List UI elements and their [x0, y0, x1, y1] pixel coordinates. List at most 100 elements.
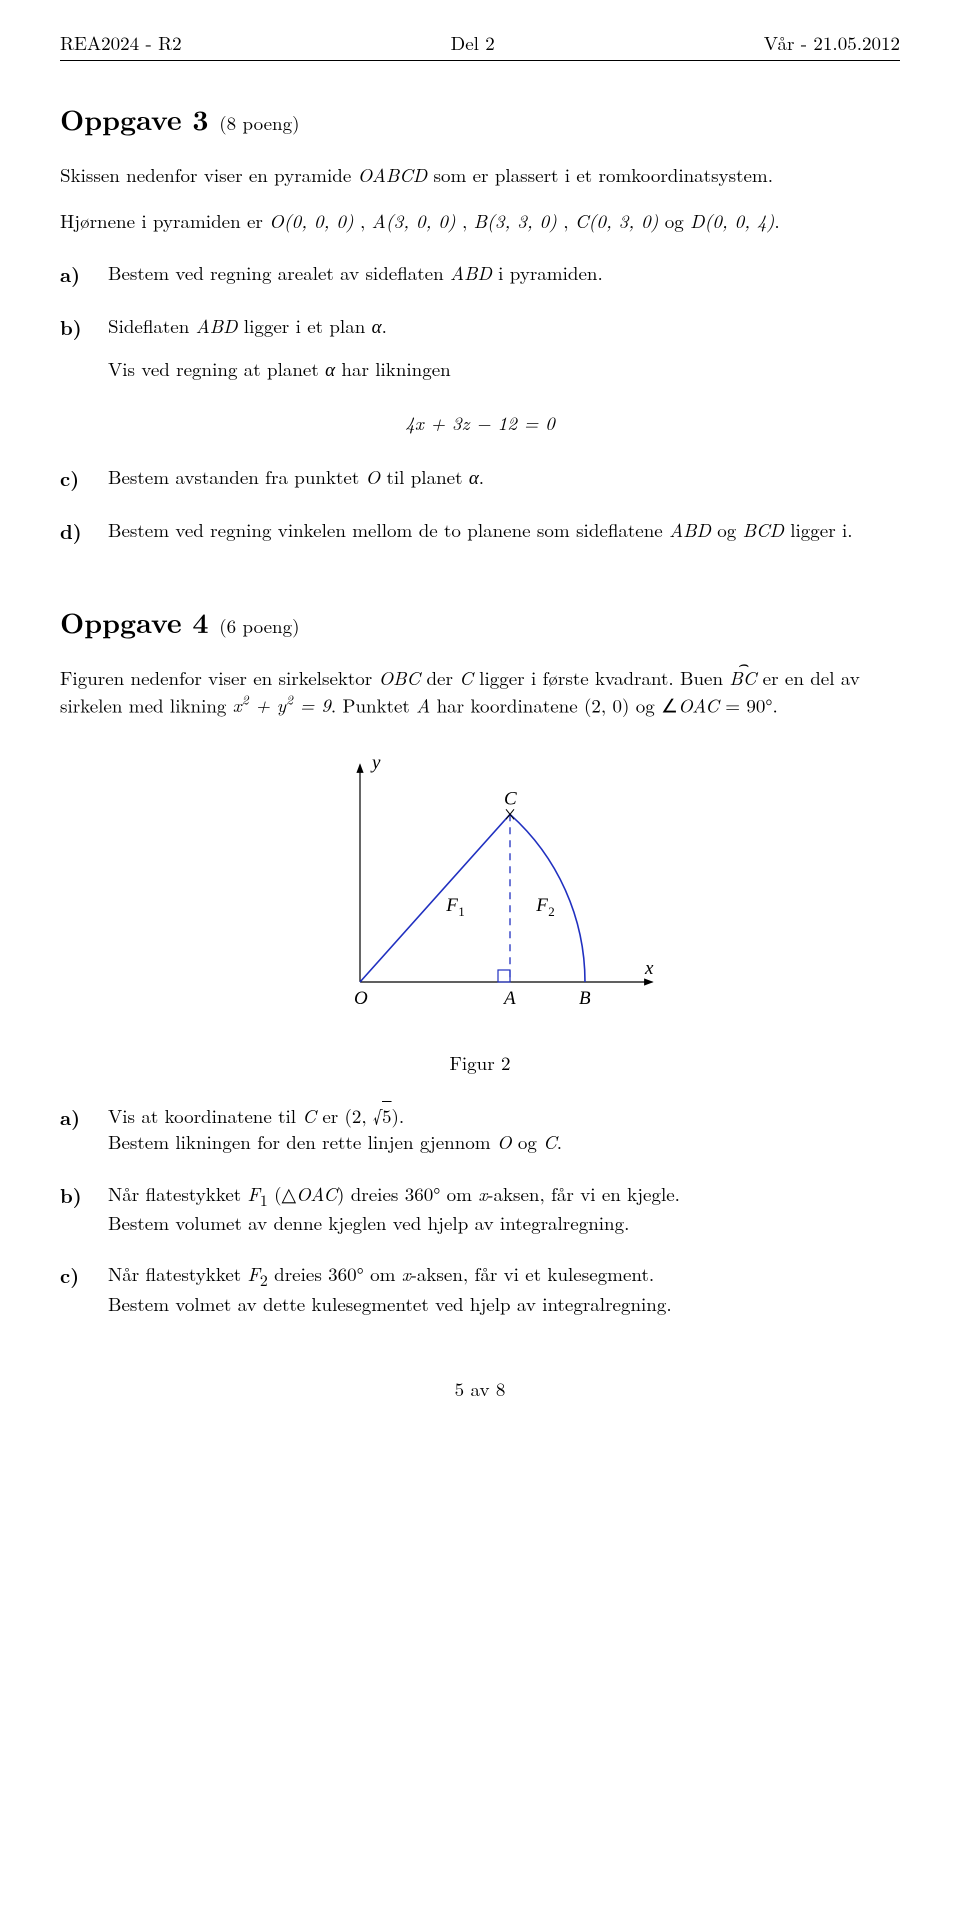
pt-A: A(3, 0, 0) — [372, 207, 456, 234]
text: -aksen, får vi en kjegle. — [487, 1180, 680, 1207]
text: er (2, — [316, 1102, 373, 1129]
figure-2: yxCOABF1F2 — [60, 742, 900, 1038]
o: O — [366, 463, 381, 490]
f2: F — [247, 1260, 259, 1287]
c: C — [543, 1128, 557, 1155]
item-body: Når flatestykket F2 dreies 360° om x-aks… — [108, 1261, 900, 1316]
c: C — [302, 1102, 316, 1129]
text: Bestem likningen for den rette linjen gj… — [108, 1128, 497, 1155]
task3-c: c) Bestem avstanden fra punktet O til pl… — [60, 464, 900, 491]
task3-equation: 4x + 3z − 12 = 0 — [60, 410, 900, 436]
svg-text:F: F — [535, 895, 548, 916]
obc: OBC — [379, 664, 421, 691]
item-body: Bestem avstanden fra punktet O til plane… — [108, 464, 900, 490]
text: i pyramiden. — [492, 259, 603, 286]
item-label: b) — [60, 313, 108, 340]
text: dreies 360° om — [268, 1260, 402, 1287]
task4-title: Oppgave 4 (6 poeng) — [60, 604, 900, 642]
pt-B: B(3, 3, 0) — [474, 207, 557, 234]
svg-text:O: O — [354, 988, 368, 1009]
figure-svg: yxCOABF1F2 — [270, 742, 690, 1032]
task3-a: a) Bestem ved regning arealet av sidefla… — [60, 260, 900, 287]
item-label: d) — [60, 517, 108, 544]
oac: OAC — [296, 1180, 337, 1207]
item-body: Vis at koordinatene til C er (2, √5). Be… — [108, 1103, 900, 1154]
a: A — [416, 691, 430, 718]
header-left: REA2024 - R2 — [60, 30, 182, 56]
text: har koordinatene (2, 0) og ∠ — [430, 691, 678, 718]
text: . Punktet — [331, 691, 416, 718]
item-body: Sideflaten ABD ligger i et plan α. Vis v… — [108, 313, 900, 382]
header-rule — [60, 60, 900, 61]
text: ligger i første kvadrant. Buen — [473, 664, 730, 691]
task3-title-text: Oppgave 3 — [60, 99, 209, 139]
task4-intro: Figuren nedenfor viser en sirkelsektor O… — [60, 665, 900, 718]
item-label: b) — [60, 1181, 108, 1208]
item-label: a) — [60, 1103, 108, 1130]
alpha: α — [325, 355, 335, 382]
svg-text:2: 2 — [548, 904, 555, 919]
circle-eq: x2 + y2 = 9 — [233, 691, 331, 718]
svg-text:y: y — [370, 752, 381, 773]
figure-caption: Figur 2 — [60, 1050, 900, 1076]
pt-D: D(0, 0, 4) — [690, 207, 774, 234]
page-header: REA2024 - R2 Del 2 Vår - 21.05.2012 — [60, 30, 900, 56]
task3-b: b) Sideflaten ABD ligger i et plan α. Vi… — [60, 313, 900, 382]
task4-a: a) Vis at koordinatene til C er (2, √5).… — [60, 1103, 900, 1154]
task4-c: c) Når flatestykket F2 dreies 360° om x-… — [60, 1261, 900, 1316]
x: x — [402, 1260, 411, 1287]
text: Sideflaten — [108, 312, 196, 339]
task3-intro-2: Hjørnene i pyramiden er O(0, 0, 0) , A(3… — [60, 208, 900, 234]
sqrt5: √5 — [373, 1102, 391, 1129]
text: og — [658, 207, 690, 234]
abd: ABD — [669, 516, 711, 543]
abd: ABD — [450, 259, 492, 286]
text: (△ — [268, 1180, 296, 1207]
text: der — [420, 664, 459, 691]
svg-text:B: B — [579, 988, 591, 1009]
text: til planet — [380, 463, 469, 490]
page-number: 5 av 8 — [60, 1376, 900, 1402]
text: ligger i. — [784, 516, 853, 543]
alpha: α — [372, 312, 382, 339]
svg-text:C: C — [504, 788, 517, 809]
task4-b: b) Når flatestykket F1 (△OAC) dreies 360… — [60, 1181, 900, 1236]
text: Hjørnene i pyramiden er — [60, 207, 269, 234]
text: som er plassert i et romkoordinatsystem. — [427, 161, 773, 188]
c: C — [459, 664, 473, 691]
text: Skissen nedenfor viser en pyramide — [60, 161, 358, 188]
text: ligger i et plan — [237, 312, 371, 339]
text: Bestem avstanden fra punktet — [108, 463, 366, 490]
page: REA2024 - R2 Del 2 Vår - 21.05.2012 Oppg… — [0, 0, 960, 1462]
text: har likningen — [335, 355, 451, 382]
text: Når flatestykket — [108, 1260, 247, 1287]
task3-d: d) Bestem ved regning vinkelen mellom de… — [60, 517, 900, 544]
text: Figuren nedenfor viser en sirkelsektor — [60, 664, 379, 691]
header-center: Del 2 — [451, 30, 495, 56]
abd: ABD — [196, 312, 238, 339]
text: Vis at koordinatene til — [108, 1102, 302, 1129]
svg-text:x: x — [644, 958, 654, 979]
text: Bestem ved regning vinkelen mellom de to… — [108, 516, 669, 543]
item-body: Bestem ved regning vinkelen mellom de to… — [108, 517, 900, 543]
text: Når flatestykket — [108, 1180, 247, 1207]
alpha: α — [469, 463, 479, 490]
task3-intro-1: Skissen nedenfor viser en pyramide OABCD… — [60, 162, 900, 188]
text: Bestem ved regning arealet av sideflaten — [108, 259, 450, 286]
text: Bestem volumet av denne kjeglen ved hjel… — [108, 1209, 629, 1236]
oac: OAC — [678, 691, 719, 718]
pyramid-name: OABCD — [358, 161, 428, 188]
text: Vis ved regning at planet — [108, 355, 325, 382]
item-body: Når flatestykket F1 (△OAC) dreies 360° o… — [108, 1181, 900, 1236]
item-body: Bestem ved regning arealet av sideflaten… — [108, 260, 900, 286]
text: -aksen, får vi et kulesegment. — [411, 1260, 655, 1287]
pt-C: C(0, 3, 0) — [575, 207, 659, 234]
item-label: a) — [60, 260, 108, 287]
task4-points: (6 poeng) — [219, 612, 299, 639]
header-right: Vår - 21.05.2012 — [764, 30, 900, 56]
svg-text:1: 1 — [458, 904, 465, 919]
text: = 90°. — [719, 691, 778, 718]
text: ) dreies 360° om — [337, 1180, 478, 1207]
text: og — [711, 516, 743, 543]
task4-title-text: Oppgave 4 — [60, 602, 209, 642]
